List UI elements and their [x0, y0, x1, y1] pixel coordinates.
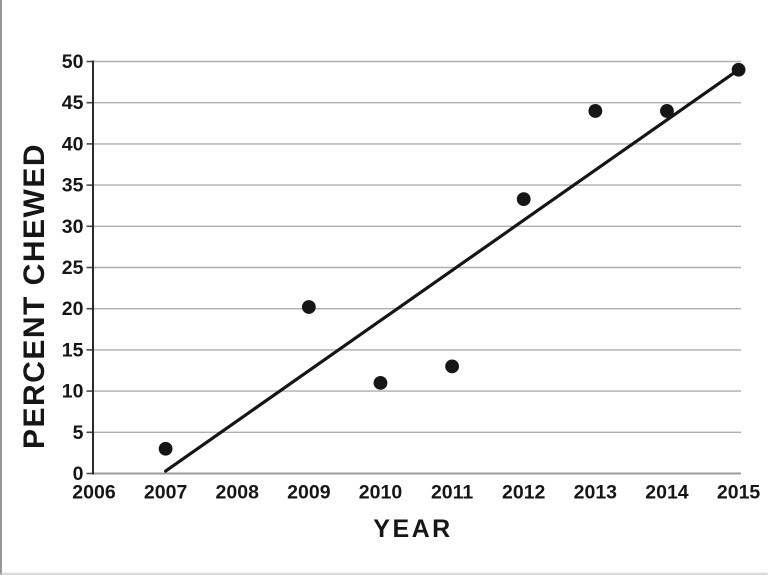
x-tick-label: 2015 — [717, 482, 761, 504]
y-tick-label: 50 — [62, 51, 84, 73]
y-tick-labels-group: 0 5 10 15 20 25 30 35 40 45 50 — [62, 51, 84, 485]
data-point — [158, 441, 173, 456]
y-tick-label: 35 — [62, 175, 84, 197]
y-tick-label: 15 — [62, 339, 84, 361]
y-tick-label: 0 — [73, 463, 84, 485]
y-tick-label: 5 — [73, 422, 84, 444]
data-point — [731, 62, 746, 77]
x-tick-labels-group: 2006 2007 2008 2009 2010 2011 2012 2013 2014 2015 — [72, 482, 760, 504]
photo-edge-left — [0, 0, 2, 575]
y-tick-label: 20 — [62, 298, 84, 320]
x-tick-label: 2008 — [216, 482, 260, 504]
x-tick-label: 2009 — [287, 482, 331, 504]
y-tick-label: 45 — [62, 92, 84, 114]
data-point — [445, 359, 459, 374]
y-axis-title: PERCENT CHEWED — [18, 143, 51, 449]
gridlines-group — [93, 60, 741, 475]
y-tick-label: 40 — [62, 133, 84, 155]
x-tick-label: 2014 — [645, 482, 689, 504]
x-tick-label: 2012 — [502, 482, 546, 504]
y-tick-marks-group — [86, 60, 93, 475]
x-axis-title: YEAR — [373, 515, 452, 543]
data-point — [516, 192, 531, 207]
data-point — [373, 375, 388, 390]
x-tick-label: 2011 — [431, 482, 473, 504]
trend-line — [164, 68, 741, 473]
data-point — [588, 104, 603, 118]
x-tick-label: 2010 — [359, 482, 403, 504]
x-tick-label: 2013 — [574, 482, 618, 504]
data-point — [660, 104, 674, 118]
data-point — [301, 300, 316, 314]
x-tick-label: 2006 — [72, 482, 116, 504]
y-tick-label: 10 — [62, 381, 84, 403]
photo-edge-bottom — [0, 572, 768, 575]
y-tick-label: 30 — [62, 216, 84, 238]
x-tick-label: 2007 — [144, 482, 187, 504]
y-tick-label: 25 — [62, 257, 84, 279]
data-points-group — [158, 62, 746, 456]
